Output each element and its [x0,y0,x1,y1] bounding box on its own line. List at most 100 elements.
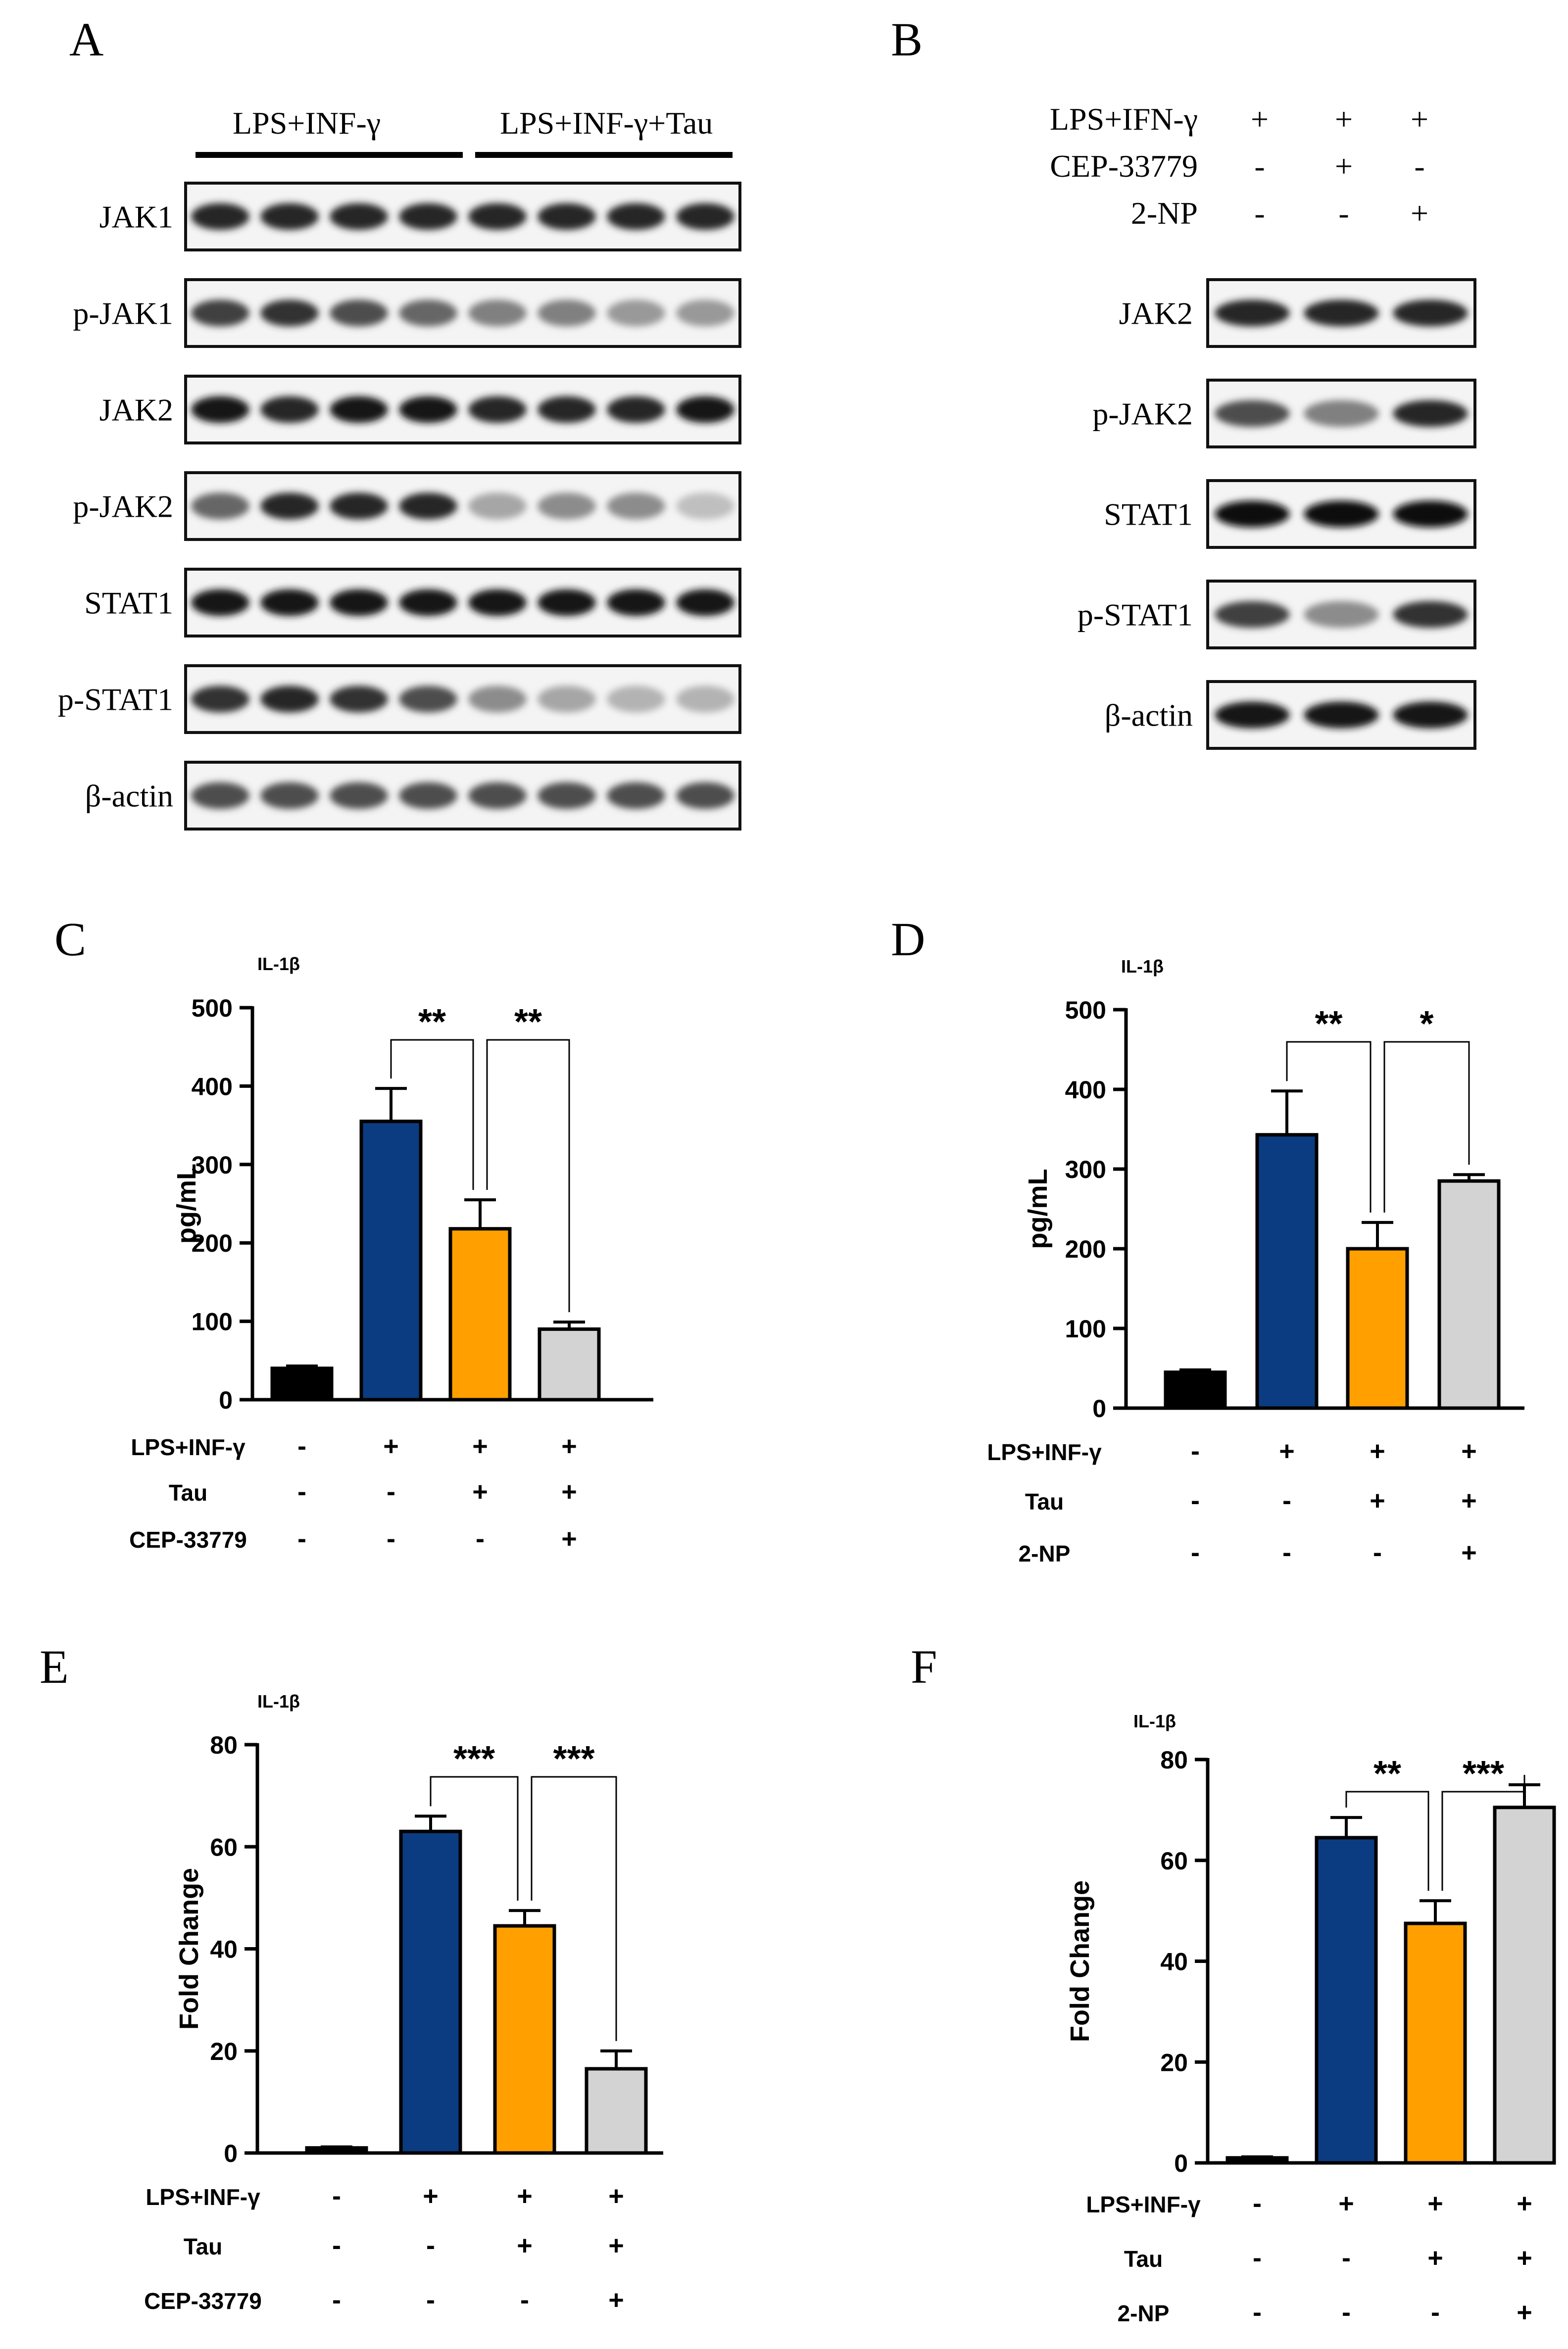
blot-band [1215,701,1290,729]
treatment-sign: + [423,2181,439,2211]
blot-band [607,492,665,520]
treatment-sign: - [1373,1538,1382,1567]
significance-label: * [1420,1004,1433,1044]
blot-label-stat1: STAT1 [84,586,173,621]
blot-band [468,299,527,327]
treatment-sign: - [332,2231,341,2260]
treatment-label: Tau [184,2234,222,2259]
bar [448,1227,512,1402]
blot-band [468,685,527,713]
treatment-sign: + [1338,2189,1354,2218]
bar [1346,1247,1409,1410]
treatment-label: 2-NP [1118,2300,1170,2326]
y-tick-label: 20 [1160,2049,1188,2076]
significance-bracket [390,1039,474,1190]
blot-band [330,782,388,809]
blot-label-jak2: JAK2 [1119,296,1193,331]
blot-band [1393,400,1468,427]
bar [399,1829,462,2155]
y-tick-label: 100 [1065,1315,1106,1343]
blot-b-sign: - [1254,148,1265,184]
treatment-sign: + [1279,1436,1295,1466]
blot-band [191,299,249,327]
blot-band [1215,500,1290,528]
treatment-sign: + [1517,2243,1532,2273]
treatment-sign: + [1370,1436,1385,1466]
blot-band [399,299,457,327]
blot-band [260,299,319,327]
blot-label-p-jak2: p-JAK2 [73,489,173,524]
y-tick-label: 0 [1174,2150,1188,2177]
panel-letter-a: A [69,13,103,66]
blot-band [607,685,665,713]
bar [1493,1806,1556,2165]
treatment-label: Tau [1025,1489,1064,1515]
significance-bracket [1383,1041,1470,1213]
blot-band [1393,500,1468,528]
treatment-sign: + [1427,2243,1443,2273]
bar [1164,1370,1227,1410]
treatment-sign: + [1517,2298,1532,2327]
bar [305,2146,368,2155]
y-tick-label: 40 [210,1936,238,1963]
treatment-sign: + [472,1431,488,1461]
treatment-sign: + [383,1431,399,1461]
significance-bracket [531,1776,617,2041]
bar [1315,1836,1378,2165]
blot-label-jak1: JAK1 [99,199,173,235]
blot-band [538,203,596,230]
blot-b-sign: - [1414,148,1424,184]
bar [493,1924,556,2155]
blot-band [538,782,596,809]
blot-band [607,782,665,809]
treatment-sign: + [1517,2189,1532,2218]
treatment-sign: - [1191,1538,1200,1567]
y-axis-label: Fold Change [1065,1880,1095,2042]
blot-band [468,396,527,423]
treatment-sign: + [517,2181,533,2211]
panel-letter-d: D [891,913,925,966]
blot-band [538,685,596,713]
blot-band [676,492,735,520]
blot-band [191,589,249,616]
blot-b-sign: + [1411,196,1428,231]
blot-band [399,492,457,520]
blot-band [538,299,596,327]
blot-band [676,396,735,423]
blot-band [607,203,665,230]
blot-label-p-jak2: p-JAK2 [1092,396,1193,432]
blot-label-jak2: JAK2 [99,392,173,428]
blot-band [1304,500,1379,528]
blot-band [676,299,735,327]
blot-band [1304,400,1379,427]
treatment-sign: - [1253,2243,1262,2273]
blot-band [399,685,457,713]
blot-b-sign: + [1251,101,1269,137]
y-tick-label: 500 [1065,996,1106,1024]
chart-title: IL-1β [257,1691,300,1712]
blot-band [191,396,249,423]
blot-band [1304,601,1379,628]
treatment-sign: - [332,2181,341,2211]
panel-letter-b: B [891,13,923,66]
y-tick-label: 60 [210,1833,238,1861]
chart-title: IL-1β [1133,1711,1176,1731]
treatment-sign: + [561,1431,577,1461]
treatment-sign: + [517,2231,533,2260]
blot-label-p-jak1: p-JAK1 [73,296,173,331]
chart-title: IL-1β [257,954,300,974]
y-tick-label: 80 [210,1731,238,1759]
blot-a-group-2-label: LPS+INF-γ+Tau [500,105,713,141]
treatment-sign: + [1461,1486,1477,1516]
blot-band [399,589,457,616]
y-tick-label: 0 [1092,1395,1106,1422]
treatment-sign: + [1461,1436,1477,1466]
significance-label: ** [418,1002,446,1042]
significance-bracket [1441,1774,1525,1891]
blot-band [607,589,665,616]
y-tick-label: 300 [192,1151,233,1179]
blot-a-group-1-label: LPS+INF-γ [233,105,381,141]
bar [1404,1921,1467,2165]
treatment-sign: - [1342,2298,1351,2327]
blot-band [468,492,527,520]
